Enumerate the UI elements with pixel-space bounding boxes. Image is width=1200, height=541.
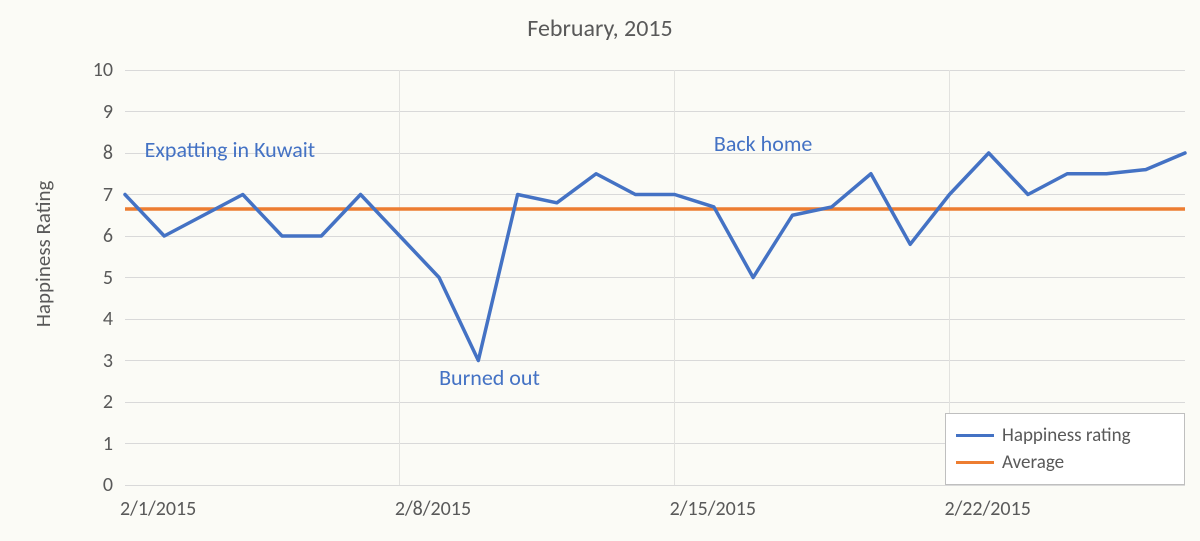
legend-item: Happiness rating	[956, 424, 1174, 447]
chart-container: February, 2015Happiness Rating0123456789…	[0, 0, 1200, 541]
annotation: Expatting in Kuwait	[145, 136, 316, 163]
legend-item: Average	[956, 451, 1174, 474]
annotation: Back home	[714, 130, 812, 157]
legend-label: Average	[1002, 451, 1064, 474]
legend-swatch	[956, 461, 994, 464]
legend-swatch	[956, 434, 994, 437]
series-happiness	[125, 153, 1185, 361]
legend: Happiness rating Average	[945, 413, 1185, 485]
legend-label: Happiness rating	[1002, 424, 1131, 447]
annotation: Burned out	[439, 364, 540, 391]
